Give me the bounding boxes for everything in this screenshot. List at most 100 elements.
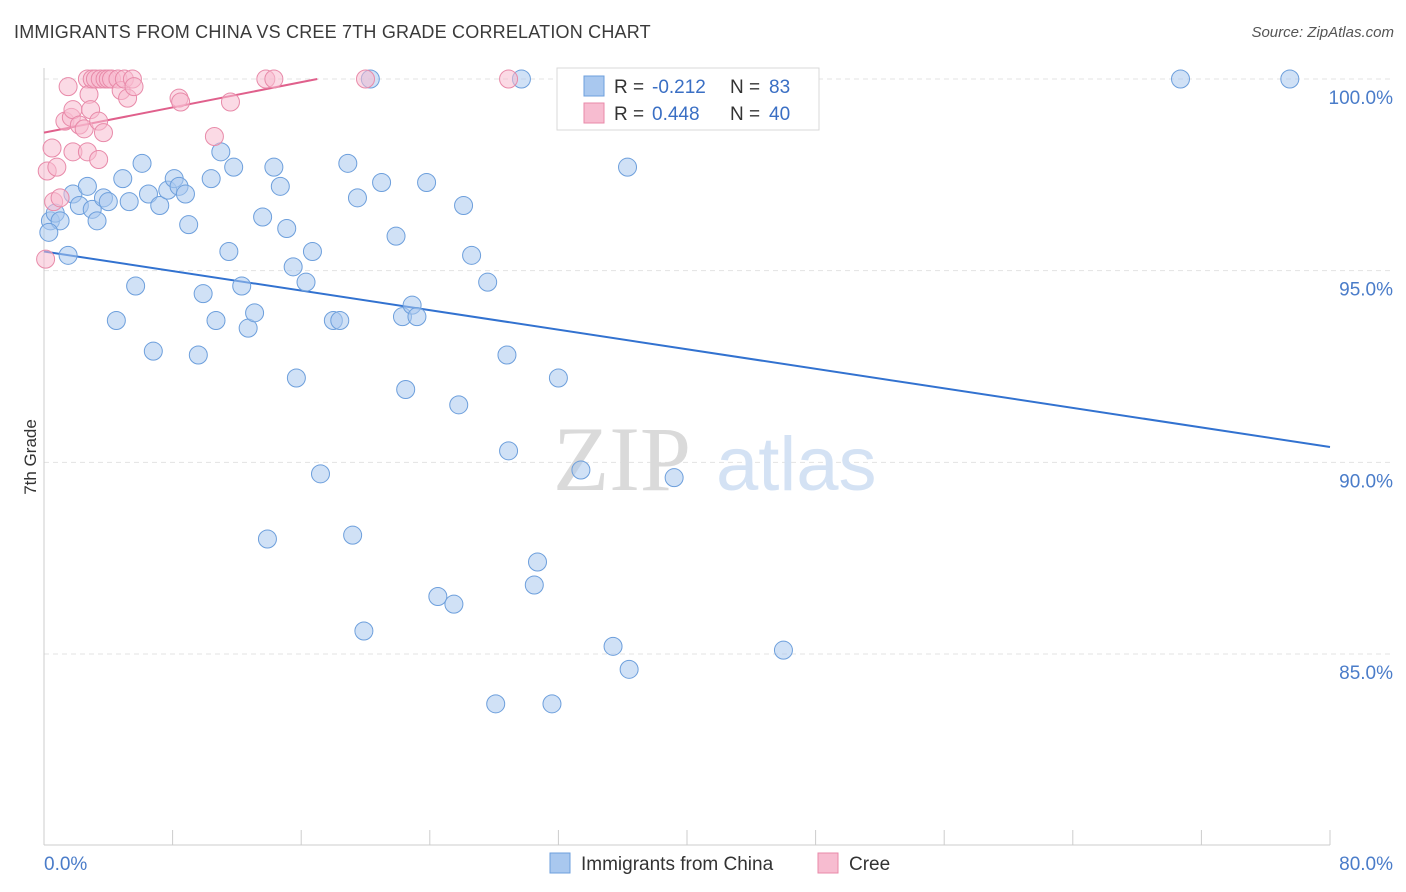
china-point-8 (87, 211, 107, 231)
stats-legend: R = -0.212 N = 83 R = 0.448 N = 40 (556, 67, 820, 131)
china-point-70 (542, 694, 562, 714)
legend-r-label-china: R = (614, 77, 644, 98)
china-point-18 (150, 196, 170, 215)
china-point-66 (499, 441, 519, 461)
trend-line-china (43, 250, 1331, 448)
trend-lines (43, 78, 1331, 448)
china-point-81 (1280, 69, 1300, 89)
series-china-points (39, 69, 1300, 714)
legend-swatch-china (583, 75, 605, 97)
bottom-legend: Immigrants from China Cree (549, 852, 890, 875)
chart-title: IMMIGRANTS FROM CHINA VS CREE 7TH GRADE … (14, 22, 651, 42)
bottom-legend-swatch-china (549, 852, 571, 874)
china-point-15 (132, 153, 152, 173)
cree-point-2 (42, 138, 62, 158)
cree-point-33 (171, 92, 191, 112)
china-point-12 (113, 169, 133, 189)
cree-point-5 (50, 188, 70, 208)
china-point-56 (407, 307, 427, 327)
china-point-35 (257, 529, 277, 549)
china-point-14 (126, 276, 146, 296)
cree-point-0 (36, 249, 56, 269)
x-tick-label-left: 0.0% (44, 854, 87, 875)
china-point-65 (497, 345, 517, 365)
china-point-41 (296, 272, 316, 292)
china-point-11 (106, 311, 126, 330)
cree-point-19 (89, 150, 109, 169)
china-point-72 (571, 460, 591, 480)
china-point-13 (119, 192, 139, 212)
bottom-legend-label-china: Immigrants from China (581, 854, 774, 875)
y-tick-label-1: 95.0% (1339, 280, 1393, 301)
china-point-77 (664, 468, 684, 488)
bottom-legend-label-cree: Cree (849, 854, 890, 875)
china-point-33 (245, 303, 265, 323)
china-point-26 (201, 169, 221, 189)
china-point-37 (270, 176, 290, 196)
china-point-47 (343, 525, 363, 545)
china-point-39 (283, 257, 303, 277)
china-point-62 (462, 245, 482, 265)
cree-point-38 (356, 69, 375, 89)
legend-r-value-cree: 0.448 (652, 104, 700, 125)
china-point-64 (486, 694, 506, 714)
cree-point-39 (499, 69, 519, 89)
china-point-40 (286, 368, 306, 388)
y-tick-labels: 100.0% 95.0% 90.0% 85.0% (1329, 88, 1394, 684)
source-label: Source: ZipAtlas.com (1251, 24, 1394, 41)
china-point-17 (143, 341, 163, 361)
cree-point-37 (264, 69, 284, 89)
watermark: ZIP atlas (553, 408, 877, 510)
legend-n-value-china: 83 (769, 77, 790, 98)
china-point-51 (372, 173, 392, 192)
y-tick-label-0: 100.0% (1329, 88, 1394, 109)
legend-r-value-china: -0.212 (652, 77, 706, 98)
legend-n-label-china: N = (730, 77, 760, 98)
china-point-31 (232, 276, 252, 296)
china-point-42 (302, 242, 322, 261)
y-tick-label-3: 85.0% (1339, 663, 1393, 684)
china-point-25 (193, 284, 213, 304)
legend-swatch-cree (583, 102, 605, 124)
bottom-legend-swatch-cree (817, 852, 839, 874)
cree-point-7 (58, 77, 78, 97)
china-point-27 (206, 311, 226, 330)
china-point-3 (58, 245, 78, 265)
china-point-45 (330, 311, 350, 330)
china-point-46 (338, 153, 358, 173)
china-point-10 (98, 192, 118, 212)
cree-point-22 (93, 123, 113, 143)
china-point-54 (396, 380, 416, 399)
china-point-29 (219, 242, 239, 261)
china-point-82 (39, 222, 59, 242)
china-point-52 (386, 226, 406, 246)
china-point-43 (310, 464, 330, 484)
legend-n-label-cree: N = (730, 104, 760, 125)
china-point-74 (603, 636, 623, 656)
x-tick-label-right: 80.0% (1339, 854, 1393, 875)
china-point-34 (253, 207, 273, 227)
china-point-48 (347, 188, 367, 208)
china-point-2 (50, 211, 70, 231)
y-tick-label-2: 90.0% (1339, 471, 1393, 492)
china-point-22 (175, 184, 195, 204)
china-point-68 (524, 575, 544, 595)
china-point-71 (548, 368, 568, 388)
gridlines (44, 78, 1393, 655)
cree-point-34 (204, 127, 224, 146)
china-point-57 (417, 173, 437, 192)
china-point-69 (528, 552, 548, 572)
china-point-36 (264, 157, 284, 177)
china-point-79 (773, 640, 793, 660)
china-point-58 (428, 587, 448, 606)
china-point-76 (618, 157, 638, 177)
legend-r-label-cree: R = (614, 104, 644, 125)
china-point-38 (277, 219, 297, 238)
china-point-75 (619, 659, 639, 679)
china-point-6 (77, 176, 97, 196)
y-axis-label: 7th Grade (21, 419, 40, 495)
watermark-atlas: atlas (716, 422, 877, 507)
series-cree-points (36, 69, 519, 269)
